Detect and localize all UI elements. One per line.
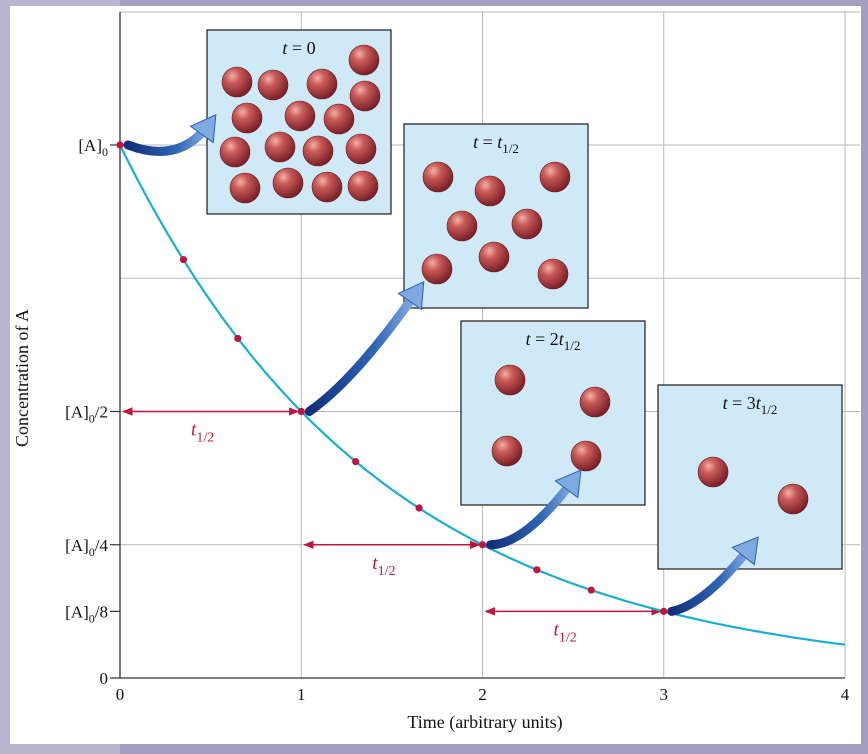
plot-panel <box>10 6 861 744</box>
big-arrow-head <box>554 469 582 499</box>
molecule <box>231 102 263 134</box>
molecule <box>219 136 251 168</box>
molecule <box>264 131 296 163</box>
y-axis-ticks: [A]0 [A]0/2 [A]0/4 [A]0/8 0 <box>65 136 120 688</box>
molecule <box>306 68 338 100</box>
x-tick-label: 2 <box>478 685 487 704</box>
x-tick-label: 3 <box>660 685 669 704</box>
big-arrow-shaft <box>304 285 423 416</box>
curve-point <box>352 458 360 466</box>
molecule <box>345 133 377 165</box>
snapshot-panel <box>657 384 843 570</box>
molecule <box>229 172 261 204</box>
curve-point <box>587 586 595 594</box>
half-life-label: t1/2 <box>372 553 395 579</box>
molecule <box>221 66 253 98</box>
molecule <box>478 241 510 273</box>
molecule <box>494 364 526 396</box>
x-tick-label: 4 <box>841 685 850 704</box>
x-axis-label: Time (arbitrary units) <box>407 712 562 733</box>
molecule <box>257 69 289 101</box>
big-arrow-head <box>731 536 759 566</box>
molecule <box>539 161 571 193</box>
molecule <box>570 440 602 472</box>
big-arrow-shaft <box>667 540 757 616</box>
snapshot-boxes: t = 0 t = t1/2 t = 2t1/2 t = 3t1/2 <box>206 29 843 570</box>
molecule <box>323 103 355 135</box>
molecule <box>491 435 523 467</box>
molecule <box>579 386 611 418</box>
curve-point <box>478 541 487 549</box>
curve-point <box>234 334 242 343</box>
snapshot-box: t = 2t1/2 <box>460 320 646 506</box>
y-tick-label: [A]0 <box>78 136 108 159</box>
snapshot-label: t = 0 <box>282 38 315 58</box>
curve-point <box>415 504 423 512</box>
molecule <box>446 210 478 242</box>
molecule <box>349 80 381 112</box>
curve-point <box>660 607 668 615</box>
molecule <box>697 456 729 488</box>
molecule <box>511 208 543 240</box>
y-tick-label: [A]0/2 <box>65 403 108 426</box>
half-life-label: t1/2 <box>191 420 214 446</box>
curve-point <box>297 407 305 416</box>
snapshot-label: t = 3t1/2 <box>723 393 778 417</box>
half-life-arrows: t1/2 t1/2 t1/2 <box>121 407 662 645</box>
molecule <box>347 170 379 202</box>
big-arrow-shaft <box>486 473 580 550</box>
curve-point <box>116 141 124 149</box>
big-arrow-head <box>189 114 217 144</box>
molecule <box>272 167 304 199</box>
snapshot-arrows <box>123 114 759 616</box>
curve-markers <box>116 141 668 615</box>
molecule <box>302 135 334 167</box>
x-axis-ticks: 0 1 2 3 4 <box>116 685 850 704</box>
x-tick-label: 1 <box>297 685 306 704</box>
snapshot-panel <box>460 320 646 506</box>
big-arrow-head <box>397 280 425 311</box>
molecule <box>311 171 343 203</box>
molecule <box>422 161 454 193</box>
y-axis-label: Concentration of A <box>12 309 32 447</box>
half-life-label: t1/2 <box>554 619 577 645</box>
molecule <box>421 253 453 285</box>
molecule <box>777 483 809 515</box>
curve-point <box>179 255 188 264</box>
molecule <box>537 258 569 290</box>
molecule <box>284 100 316 132</box>
snapshot-box: t = 0 <box>206 29 392 215</box>
curve-point <box>533 566 541 574</box>
y-tick-label: 0 <box>100 669 109 688</box>
y-tick-label: [A]0/8 <box>65 602 108 625</box>
molecule <box>348 44 380 76</box>
snapshot-box: t = t1/2 <box>403 123 589 309</box>
snapshot-label: t = t1/2 <box>473 132 519 156</box>
x-tick-label: 0 <box>116 685 125 704</box>
molecule <box>474 175 506 207</box>
snapshot-box: t = 3t1/2 <box>657 384 843 570</box>
snapshot-label: t = 2t1/2 <box>526 329 581 353</box>
y-tick-label: [A]0/4 <box>65 536 108 559</box>
